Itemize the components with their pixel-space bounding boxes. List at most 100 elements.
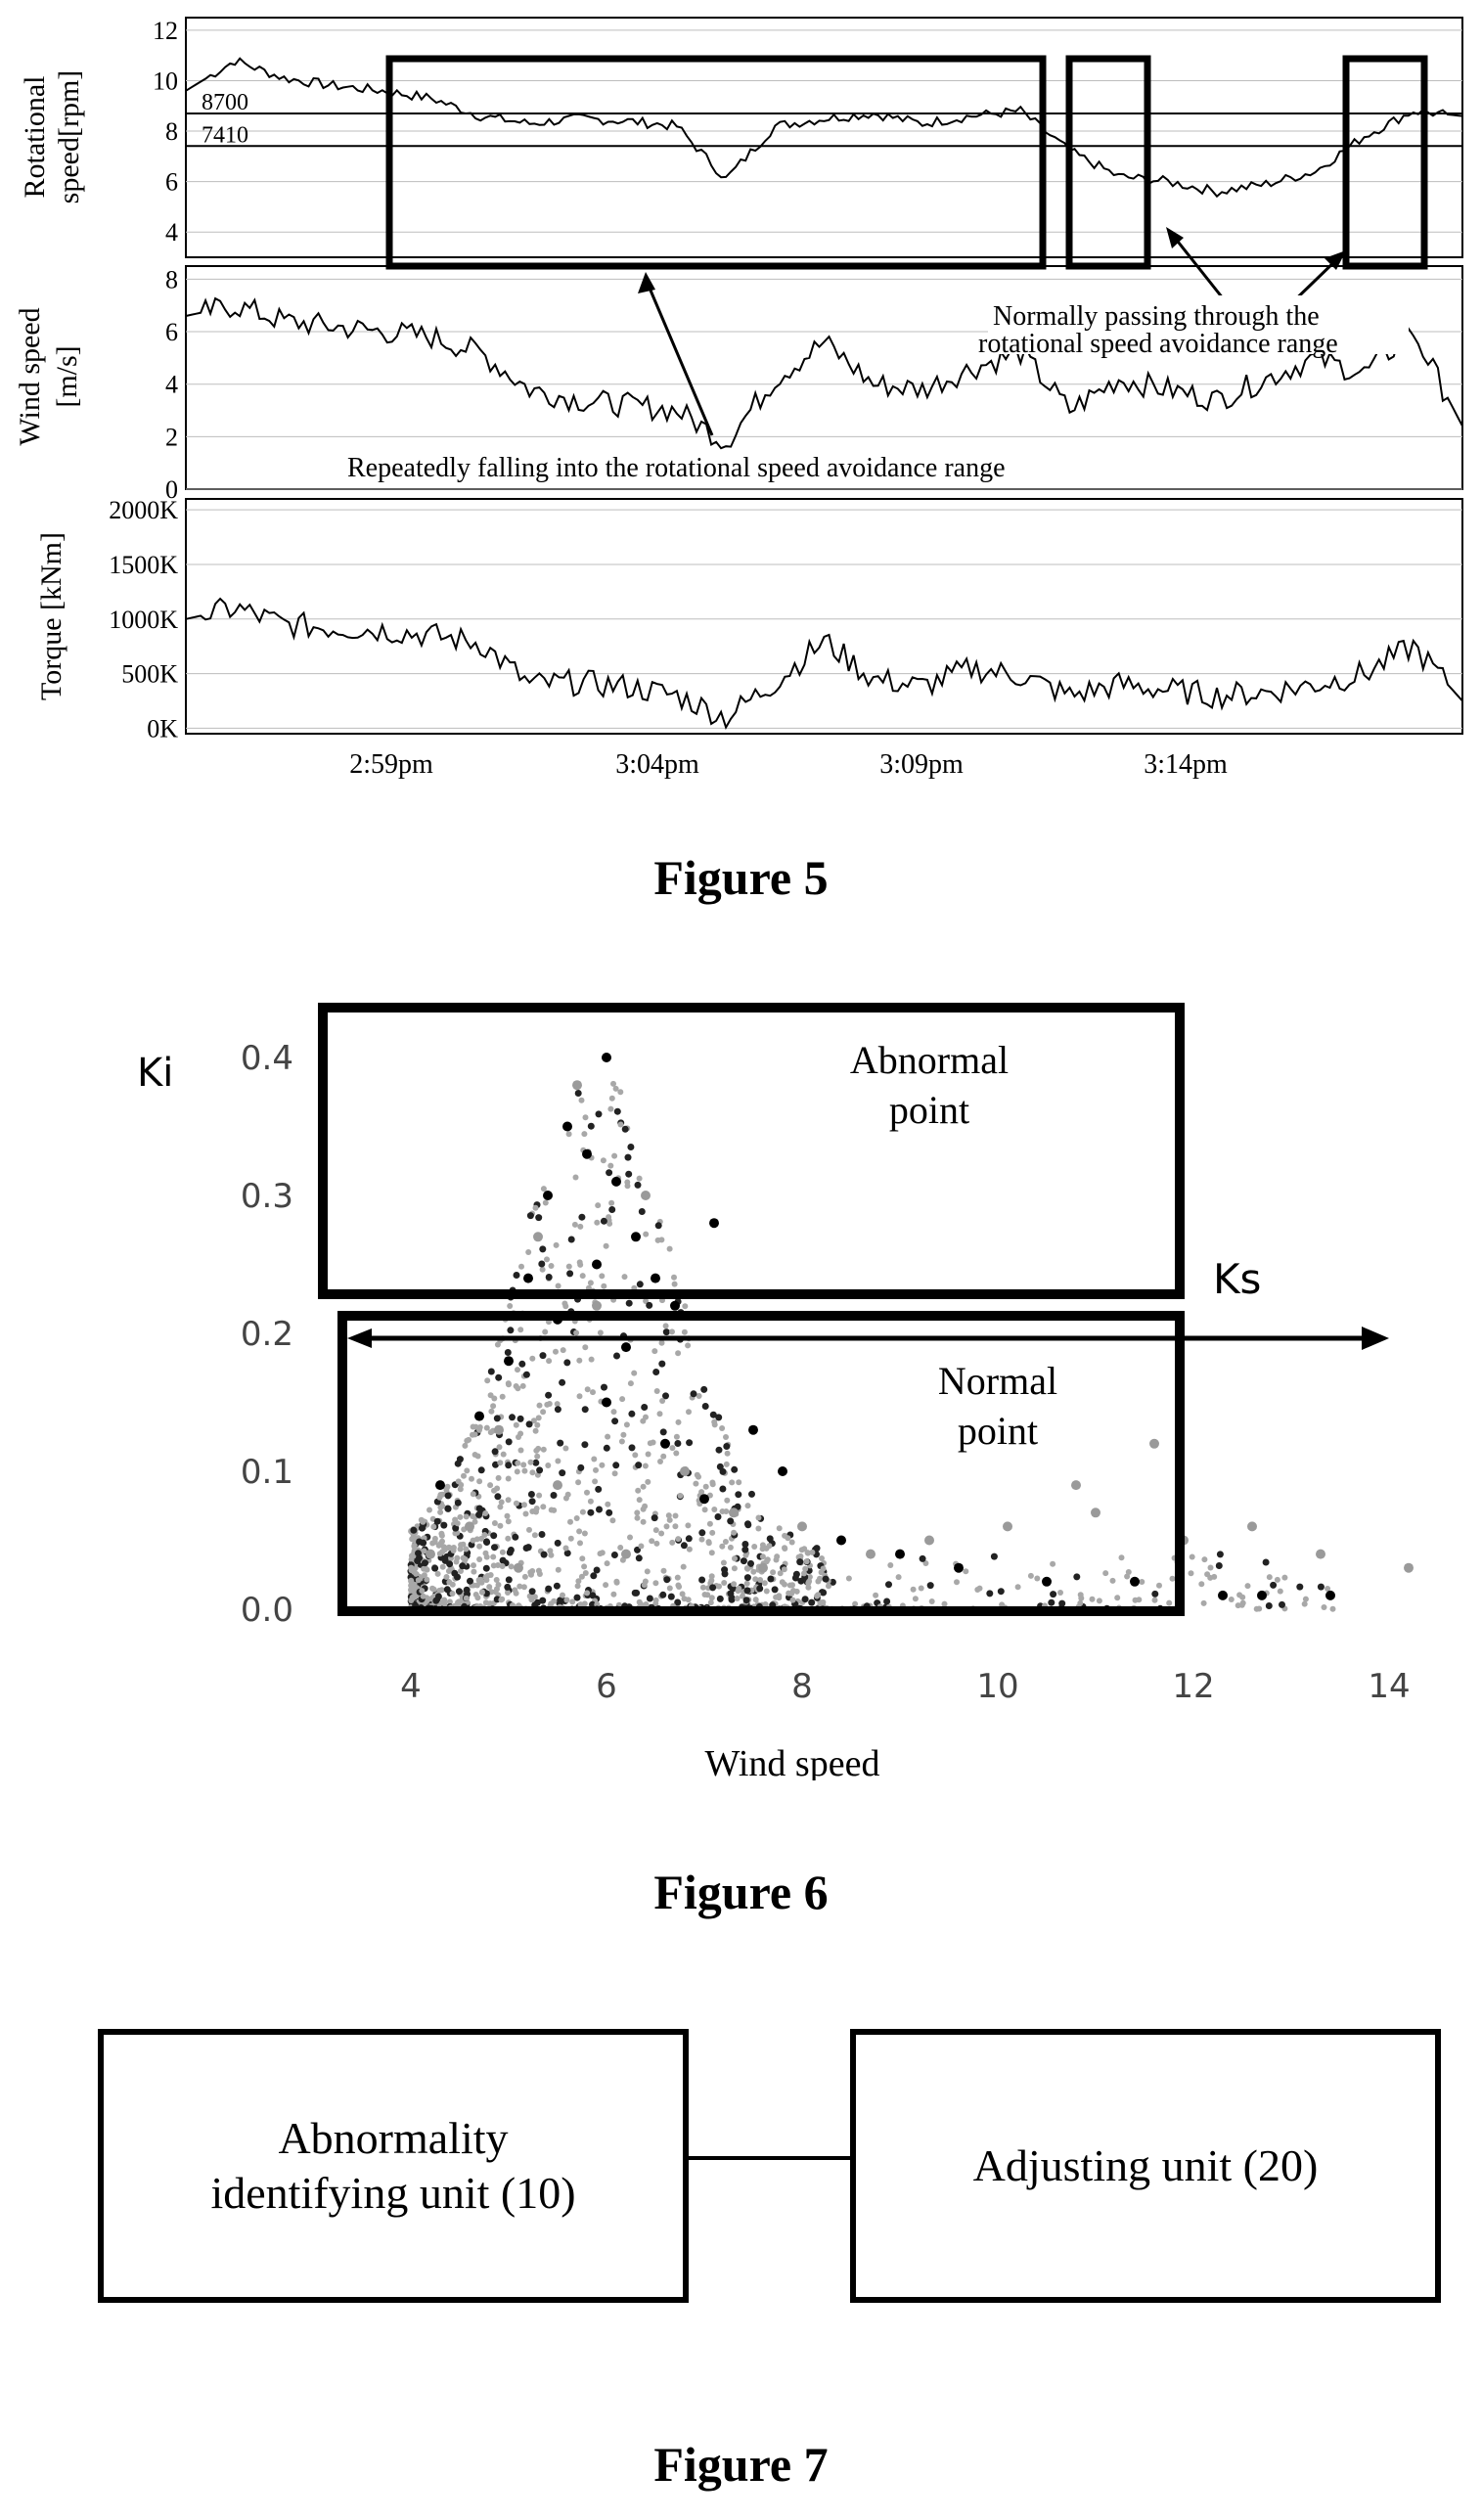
scatter-density-dot [662, 1323, 669, 1329]
scatter-density-dot [1058, 1599, 1066, 1607]
scatter-density-dot [581, 1131, 588, 1138]
scatter-point [709, 1218, 719, 1229]
scatter-density-dot [608, 1199, 615, 1206]
scatter-density-dot [455, 1588, 463, 1596]
scatter-density-dot [640, 1483, 647, 1490]
scatter-density-dot [776, 1595, 783, 1601]
scatter-density-dot [666, 1245, 673, 1252]
scatter-density-dot [563, 1550, 571, 1557]
scatter-density-dot [515, 1460, 521, 1466]
scatter-density-dot [444, 1505, 452, 1512]
scatter-density-dot [564, 1491, 571, 1498]
scatter-density-dot [642, 1462, 649, 1469]
panel-2-ylabel-line2: [m/s] [51, 345, 83, 407]
scatter-density-dot [653, 1388, 660, 1394]
scatter-density-dot [660, 1453, 667, 1460]
scatter-density-dot [553, 1241, 560, 1248]
scatter-density-dot [649, 1538, 655, 1545]
scatter-density-dot [685, 1522, 692, 1529]
scatter-point [553, 1480, 562, 1491]
scatter-density-dot [805, 1584, 812, 1591]
scatter-density-dot [491, 1448, 499, 1456]
scatter-density-dot [567, 1535, 574, 1542]
scatter-density-dot [525, 1420, 533, 1428]
scatter-density-dot [675, 1350, 682, 1357]
scatter-density-dot [469, 1475, 474, 1482]
scatter-density-dot [673, 1450, 680, 1457]
scatter-density-dot [686, 1546, 693, 1552]
scatter-density-dot [1207, 1564, 1214, 1571]
scatter-density-dot [603, 1582, 609, 1589]
scatter-density-dot [535, 1567, 542, 1574]
scatter-density-dot [669, 1328, 675, 1335]
scatter-point [1316, 1549, 1325, 1559]
scatter-density-dot [540, 1504, 547, 1510]
scatter-density-dot [457, 1486, 464, 1493]
scatter-density-dot [539, 1245, 547, 1253]
scatter-density-dot [613, 1352, 620, 1360]
scatter-density-dot [441, 1556, 449, 1564]
y-tick-label: 0.1 [241, 1453, 293, 1492]
scatter-density-dot [731, 1529, 738, 1536]
scatter-density-dot [634, 1181, 642, 1189]
scatter-density-dot [576, 1357, 583, 1364]
scatter-density-dot [766, 1543, 773, 1550]
scatter-density-dot [708, 1595, 715, 1601]
scatter-density-dot [540, 1409, 547, 1416]
abnormality-identifying-unit-box: Abnormality identifying unit (10) [98, 2029, 689, 2303]
scatter-density-dot [1027, 1572, 1034, 1579]
abnormality-identifying-unit-label: Abnormality identifying unit (10) [210, 2111, 575, 2221]
scatter-density-dot [446, 1544, 452, 1551]
scatter-density-dot [575, 1578, 582, 1585]
scatter-point [1071, 1480, 1081, 1491]
scatter-density-dot [1235, 1602, 1241, 1609]
scatter-density-dot [554, 1401, 561, 1408]
panel-3-frame [185, 498, 1463, 735]
scatter-density-dot [527, 1491, 535, 1498]
scatter-density-dot [521, 1502, 527, 1508]
scatter-density-dot [454, 1554, 461, 1561]
scatter-density-dot [553, 1348, 559, 1355]
scatter-density-dot [471, 1568, 477, 1575]
scatter-density-dot [522, 1371, 530, 1378]
scatter-density-dot [528, 1588, 536, 1596]
scatter-density-dot [793, 1588, 800, 1595]
scatter-density-dot [462, 1442, 469, 1449]
scatter-density-dot [708, 1550, 715, 1556]
scatter-density-dot [690, 1390, 697, 1398]
scatter-density-dot [669, 1539, 676, 1546]
scatter-density-dot [757, 1577, 764, 1583]
scatter-density-dot [513, 1590, 519, 1597]
scatter-density-dot [438, 1587, 445, 1594]
panel-rotational-speed: 8700 7410 4 6 8 10 12 Rotational speed[rpm] [19, 17, 1463, 270]
scatter-density-dot [611, 1470, 618, 1477]
scatter-density-dot [696, 1393, 702, 1399]
scatter-density-dot [798, 1547, 805, 1553]
scatter-density-dot [606, 1214, 612, 1221]
scatter-density-dot [612, 1085, 619, 1092]
scatter-density-dot [495, 1562, 501, 1568]
scatter-density-dot [1207, 1574, 1214, 1581]
scatter-density-dot [460, 1541, 467, 1548]
scatter-density-dot [613, 1107, 621, 1115]
scatter-density-dot [621, 1125, 629, 1133]
scatter-density-dot [505, 1438, 513, 1446]
scatter-density-dot [652, 1580, 659, 1587]
scatter-density-dot [576, 1528, 583, 1535]
scatter-density-dot [567, 1518, 573, 1525]
scatter-density-dot [606, 1169, 613, 1177]
y-tick-label: 1000K [109, 606, 178, 634]
unit-10-line1: Abnormality [278, 2113, 509, 2163]
scatter-density-dot [698, 1529, 706, 1537]
scatter-density-dot [504, 1583, 512, 1591]
scatter-density-dot [1132, 1597, 1139, 1603]
reference-line-label: 7410 [202, 122, 248, 148]
scatter-density-dot [1281, 1574, 1288, 1581]
scatter-density-dot [1244, 1583, 1251, 1590]
scatter-density-dot [575, 1479, 582, 1486]
scatter-density-dot [562, 1545, 569, 1552]
scatter-point [797, 1521, 807, 1532]
scatter-density-dot [421, 1548, 427, 1554]
scatter-density-dot [1151, 1597, 1158, 1603]
scatter-density-dot [565, 1131, 572, 1138]
